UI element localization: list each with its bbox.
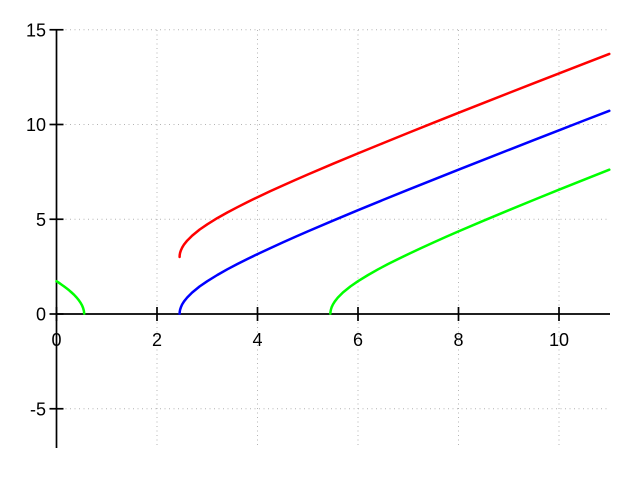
x-tick-label-10: 10 [549, 330, 569, 350]
x-tick-label-6: 6 [353, 330, 363, 350]
series-green-curve-branch2 [329, 168, 611, 316]
x-tick-label-2: 2 [152, 330, 162, 350]
x-tick-label-4: 4 [252, 330, 262, 350]
series-blue-curve [178, 109, 611, 316]
y-tick-label--5: -5 [30, 399, 46, 419]
series-red-curve [178, 52, 611, 259]
series-green-curve-branch1 [55, 279, 86, 315]
x-tick-label-8: 8 [453, 330, 463, 350]
y-tick-label-15: 15 [26, 20, 46, 40]
y-tick-label-10: 10 [26, 115, 46, 135]
y-tick-label-5: 5 [36, 210, 46, 230]
x-tick-label-0: 0 [51, 330, 61, 350]
y-tick-label-0: 0 [36, 305, 46, 325]
